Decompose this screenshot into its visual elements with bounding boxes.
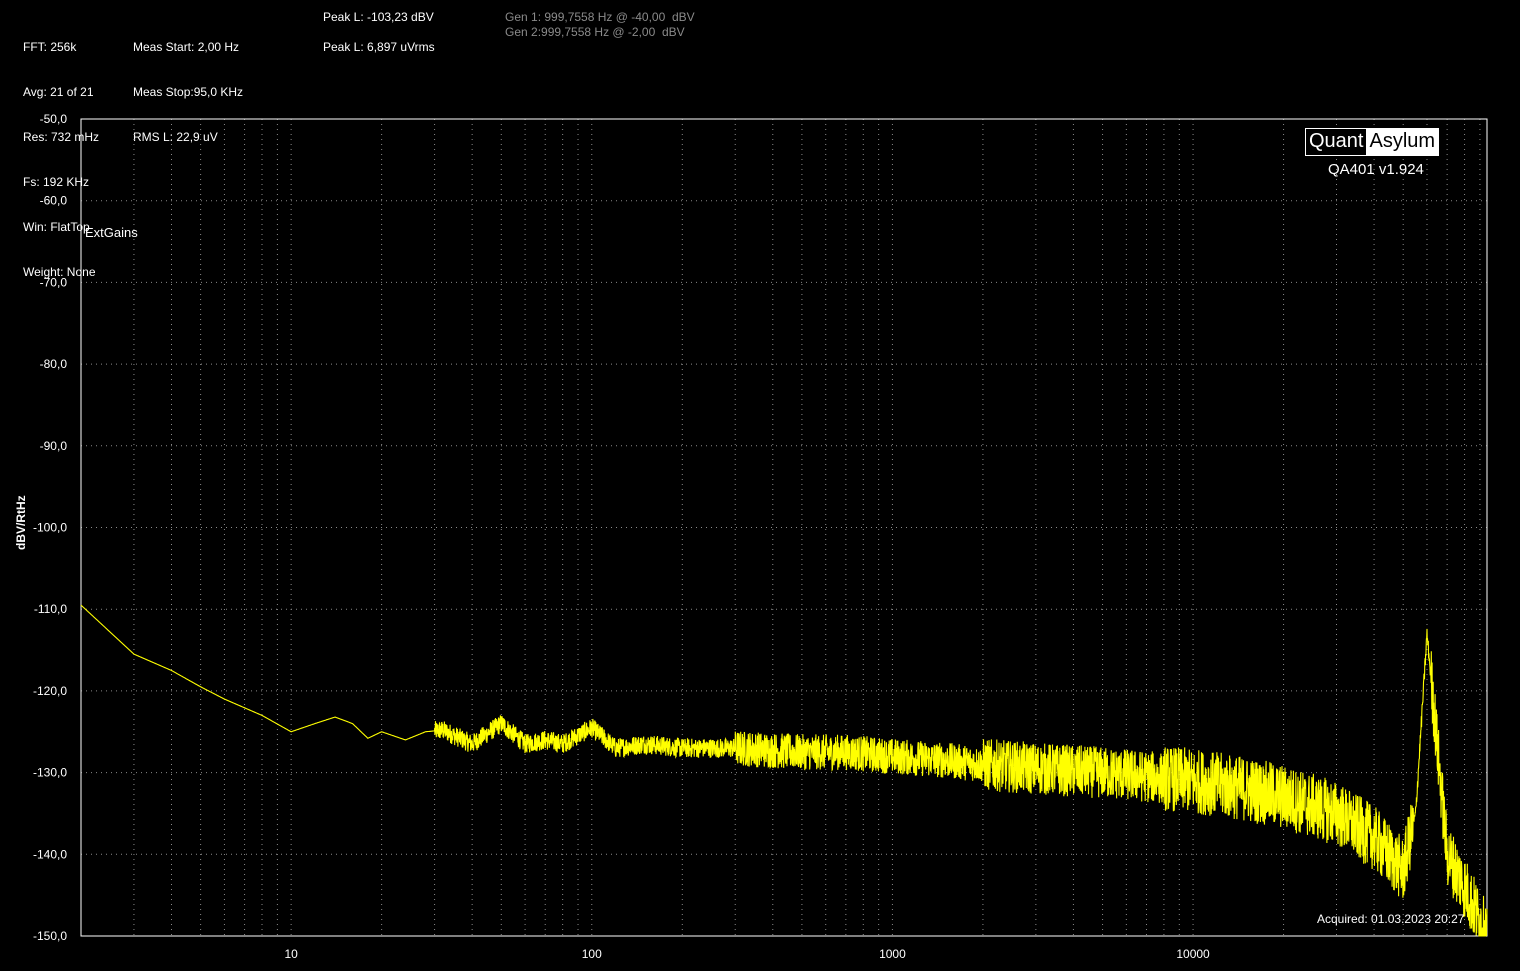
y-tick-label: -50,0 <box>40 112 68 126</box>
x-tick-label: 10 <box>284 947 298 961</box>
meas-stop: Meas Stop:95,0 KHz <box>133 85 244 99</box>
y-tick-label: -110,0 <box>34 602 67 616</box>
y-tick-label: -130,0 <box>33 766 67 780</box>
grid <box>80 118 1487 937</box>
y-axis-label: dBV/RtHz <box>14 494 28 550</box>
y-tick-label: -60,0 <box>40 194 68 208</box>
meas-start: Meas Start: 2,00 Hz <box>133 40 240 54</box>
window: Win: FlatTop <box>23 220 90 234</box>
acquired-timestamp: Acquired: 01.03.2023 20:27 <box>1317 912 1465 926</box>
generator-1: Gen 1: 999,7558 Hz @ -40,00 dBV <box>505 10 695 24</box>
peak-dbv: Peak L: -103,23 dBV <box>323 10 434 24</box>
rms-level: RMS L: 22,9 uV <box>133 130 218 144</box>
plot-frame <box>80 118 1488 937</box>
y-tick-label: -140,0 <box>33 847 67 861</box>
trace-legend[interactable]: ExtGains <box>85 225 138 240</box>
spectrum-trace-left <box>80 604 1488 937</box>
y-tick-label: -80,0 <box>40 357 68 371</box>
y-tick-label: -120,0 <box>33 684 67 698</box>
version-label: QA401 v1.924 <box>1328 161 1424 178</box>
y-axis-ticks: -50,0 -60,0 -70,0 -80,0 -90,0 -100,0 -110,0 -12… <box>33 112 67 943</box>
measurement-info: Meas Start: 2,00 Hz Meas Stop:95,0 KHz R… <box>133 10 243 160</box>
generator-2: Gen 2:999,7558 Hz @ -2,00 dBV <box>505 25 685 39</box>
trace-layer <box>80 604 1488 937</box>
logo-asylum: Asylum <box>1366 129 1439 155</box>
y-tick-label: -100,0 <box>33 521 67 535</box>
quantasylum-logo: Quant Asylum <box>1305 128 1440 156</box>
fft-size: FFT: 256k <box>23 40 77 54</box>
y-tick-label: -90,0 <box>40 439 68 453</box>
x-tick-label: 10000 <box>1176 947 1210 961</box>
logo-quant: Quant <box>1306 129 1367 155</box>
y-tick-label: -150,0 <box>33 929 67 943</box>
avg-count: Avg: 21 of 21 <box>23 85 94 99</box>
y-tick-label: -70,0 <box>40 275 68 289</box>
peak-uvrms: Peak L: 6,897 uVrms <box>323 40 435 54</box>
x-axis-ticks: 10 100 1000 10000 <box>284 947 1210 961</box>
sample-rate: Fs: 192 KHz <box>23 175 90 189</box>
x-tick-label: 1000 <box>879 947 906 961</box>
x-tick-label: 100 <box>582 947 602 961</box>
